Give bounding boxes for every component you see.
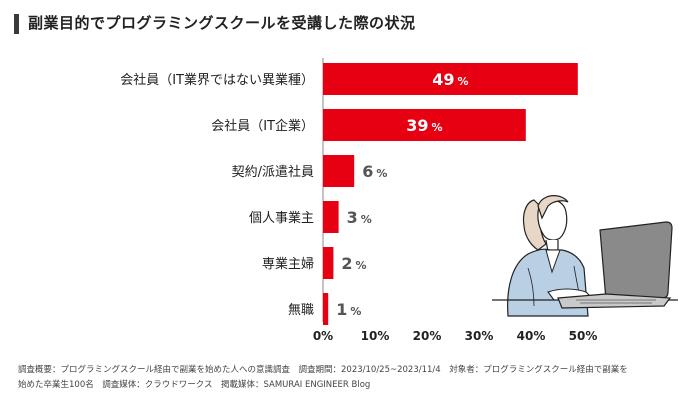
category-label: 会社員（IT業界ではない異業種） <box>120 72 314 88</box>
footer-line-1: 調査概要：プログラミングスクール経由で副業を始めた人への意識調査 調査期間：20… <box>18 365 628 375</box>
x-tick-label: 10% <box>361 329 390 343</box>
bars-layer: 会社員（IT業界ではない異業種） 49 % 会社員（IT企業） 39 % 契約/派遣社員 6%… <box>120 58 597 343</box>
chart-title: 副業目的でプログラミングスクールを受講した際の状況 <box>28 14 416 32</box>
bar <box>323 63 578 95</box>
footer-line-2: 始めた卒業生100名 調査媒体：クラウドワークス 掲載媒体：SAMURAI EN… <box>18 380 371 390</box>
title-accent-bar <box>14 14 19 34</box>
person-laptop-illustration <box>492 195 678 317</box>
category-label: 無職 <box>288 303 314 318</box>
data-label: 2% <box>341 254 366 273</box>
x-tick-label: 50% <box>569 329 598 343</box>
x-tick-label: 30% <box>465 329 494 343</box>
x-tick-label: 20% <box>413 329 442 343</box>
bar-chart: 会社員（IT業界ではない異業種） 49 % 会社員（IT企業） 39 % 契約/派遣社員 6%… <box>120 58 597 343</box>
category-label: 個人事業主 <box>249 210 314 226</box>
bar <box>323 201 339 233</box>
data-label: 39% <box>406 116 442 135</box>
bar <box>323 293 329 325</box>
survey-footer: 調査概要：プログラミングスクール経由で副業を始めた人への意識調査 調査期間：20… <box>18 363 688 393</box>
category-label: 契約/派遣社員 <box>232 164 314 180</box>
category-label: 会社員（IT企業） <box>211 118 314 134</box>
bar <box>323 109 526 141</box>
x-tick-label: 0% <box>313 329 333 343</box>
data-label: 3% <box>347 208 372 227</box>
data-label: 1% <box>336 300 361 319</box>
bar <box>323 247 334 279</box>
category-label: 専業主婦 <box>262 256 314 272</box>
bar <box>323 155 355 187</box>
x-tick-label: 40% <box>517 329 546 343</box>
data-label: 6% <box>362 162 387 181</box>
data-label: 49% <box>432 70 468 89</box>
